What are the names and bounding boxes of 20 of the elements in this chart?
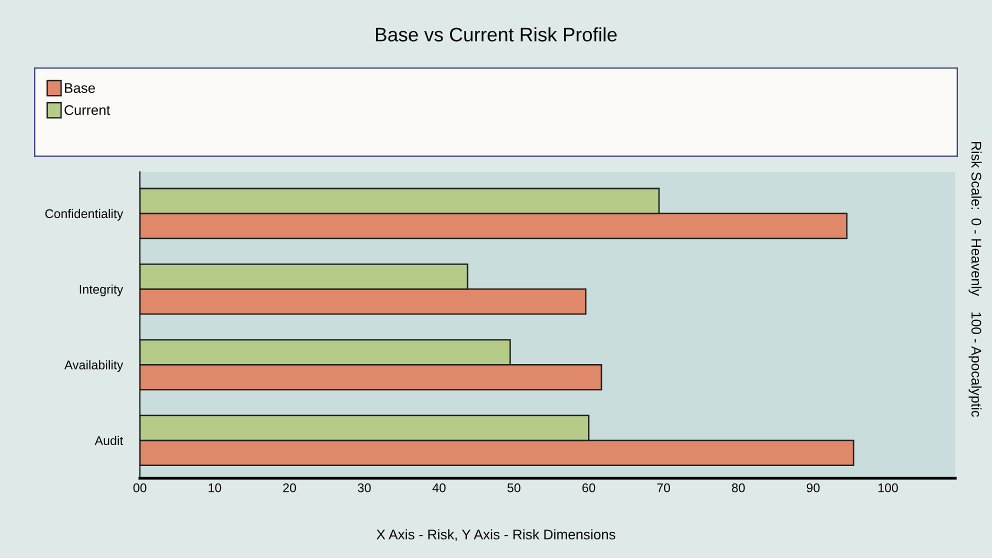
x-tick-label: 10 bbox=[208, 483, 222, 492]
y-tick-label: Audit bbox=[94, 436, 124, 446]
text: Risk Scale: 0 - Heavenly 100 - Apocalyptic bbox=[968, 142, 982, 417]
x-tick-label: 60 bbox=[582, 483, 596, 492]
x-tick-label: 40 bbox=[432, 483, 446, 492]
y-tick-label: Integrity bbox=[80, 284, 124, 296]
x-tick-label: 70 bbox=[657, 483, 670, 492]
legend-label: Current bbox=[64, 105, 110, 116]
chart-title: Base vs Current Risk Profile bbox=[376, 27, 617, 42]
x-tick-label: 00 bbox=[133, 483, 146, 492]
x-axis-title: X Axis - Risk, Y Axis - Risk Dimensions bbox=[376, 529, 616, 542]
x-tick-label: 30 bbox=[358, 483, 371, 492]
x-tick-label: 100 bbox=[878, 483, 898, 492]
x-tick-label: 20 bbox=[283, 483, 296, 492]
x-tick-label: 50 bbox=[507, 483, 520, 492]
y-tick-label: Availability bbox=[64, 360, 124, 372]
x-tick-label: 80 bbox=[732, 483, 745, 492]
x-tick-label: 90 bbox=[806, 483, 820, 492]
legend-label: Base bbox=[65, 83, 95, 93]
y-tick-label: Confidentiality bbox=[45, 208, 124, 221]
